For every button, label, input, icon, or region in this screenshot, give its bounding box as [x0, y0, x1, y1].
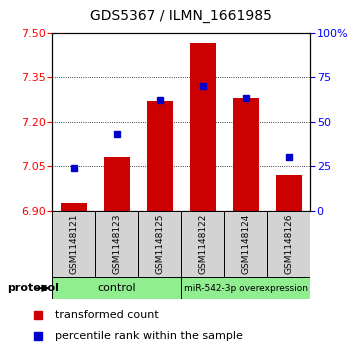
FancyBboxPatch shape	[268, 211, 310, 278]
Text: GSM1148122: GSM1148122	[199, 214, 208, 274]
Text: miR-542-3p overexpression: miR-542-3p overexpression	[184, 284, 308, 293]
FancyBboxPatch shape	[181, 277, 310, 299]
Text: protocol: protocol	[7, 283, 59, 293]
Text: GSM1148125: GSM1148125	[155, 214, 164, 274]
Text: control: control	[97, 283, 136, 293]
Bar	[276, 175, 302, 211]
Text: GSM1148126: GSM1148126	[284, 214, 293, 274]
FancyBboxPatch shape	[138, 211, 181, 278]
Bar	[190, 43, 216, 211]
FancyBboxPatch shape	[95, 211, 138, 278]
Text: GSM1148124: GSM1148124	[242, 214, 251, 274]
FancyBboxPatch shape	[225, 211, 268, 278]
Bar	[104, 157, 130, 211]
Text: GSM1148121: GSM1148121	[69, 214, 78, 274]
FancyBboxPatch shape	[52, 211, 95, 278]
Text: GDS5367 / ILMN_1661985: GDS5367 / ILMN_1661985	[90, 9, 271, 23]
FancyBboxPatch shape	[52, 277, 181, 299]
Bar	[233, 98, 259, 211]
Bar	[147, 101, 173, 211]
Text: percentile rank within the sample: percentile rank within the sample	[55, 331, 243, 340]
Text: GSM1148123: GSM1148123	[112, 214, 121, 274]
Bar	[61, 203, 87, 211]
Text: transformed count: transformed count	[55, 310, 158, 320]
FancyBboxPatch shape	[181, 211, 225, 278]
